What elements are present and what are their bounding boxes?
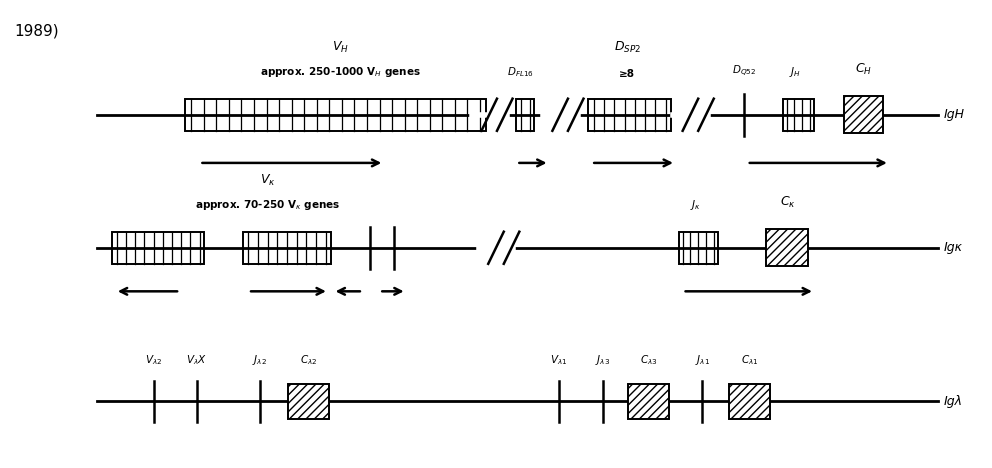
Text: ≥8: ≥8 bbox=[619, 69, 635, 80]
Text: V$_{\lambda1}$: V$_{\lambda1}$ bbox=[551, 353, 568, 367]
Text: Igλ: Igλ bbox=[943, 395, 962, 408]
Text: Igκ: Igκ bbox=[943, 241, 962, 254]
Text: D$_{Q52}$: D$_{Q52}$ bbox=[732, 64, 756, 80]
Bar bbox=[588, 99, 671, 131]
Text: 1989): 1989) bbox=[15, 23, 60, 38]
Bar bbox=[729, 384, 770, 418]
Text: J$_{\lambda1}$: J$_{\lambda1}$ bbox=[694, 353, 709, 367]
Text: C$_H$: C$_H$ bbox=[855, 62, 872, 77]
Bar bbox=[185, 99, 486, 131]
Bar bbox=[844, 96, 883, 133]
Text: C$_{\lambda1}$: C$_{\lambda1}$ bbox=[741, 353, 759, 367]
Text: V$_\kappa$: V$_\kappa$ bbox=[260, 173, 276, 188]
Text: approx. 250-1000 V$_H$ genes: approx. 250-1000 V$_H$ genes bbox=[260, 66, 421, 80]
Bar bbox=[243, 232, 330, 264]
Bar bbox=[783, 99, 813, 131]
Text: C$_{\lambda2}$: C$_{\lambda2}$ bbox=[300, 353, 317, 367]
Bar bbox=[112, 232, 204, 264]
Text: C$_\kappa$: C$_\kappa$ bbox=[780, 195, 796, 210]
Text: V$_H$: V$_H$ bbox=[332, 40, 349, 55]
Text: approx. 70-250 V$_\kappa$ genes: approx. 70-250 V$_\kappa$ genes bbox=[195, 198, 340, 212]
Bar bbox=[766, 229, 808, 266]
Text: J$_H$: J$_H$ bbox=[790, 66, 802, 80]
Bar bbox=[288, 384, 328, 418]
Bar bbox=[679, 232, 717, 264]
Text: V$_{\lambda2}$: V$_{\lambda2}$ bbox=[145, 353, 163, 367]
Text: J$_{\lambda3}$: J$_{\lambda3}$ bbox=[595, 353, 610, 367]
Bar bbox=[517, 99, 534, 131]
Text: D$_{SP2}$: D$_{SP2}$ bbox=[614, 40, 641, 55]
Text: V$_{\lambda}$X: V$_{\lambda}$X bbox=[186, 353, 207, 367]
Text: J$_{\lambda2}$: J$_{\lambda2}$ bbox=[252, 353, 267, 367]
Text: D$_{FL16}$: D$_{FL16}$ bbox=[507, 66, 534, 80]
Text: IgH: IgH bbox=[943, 108, 964, 121]
Bar bbox=[628, 384, 669, 418]
Text: J$_\kappa$: J$_\kappa$ bbox=[689, 198, 700, 212]
Text: C$_{\lambda3}$: C$_{\lambda3}$ bbox=[640, 353, 658, 367]
